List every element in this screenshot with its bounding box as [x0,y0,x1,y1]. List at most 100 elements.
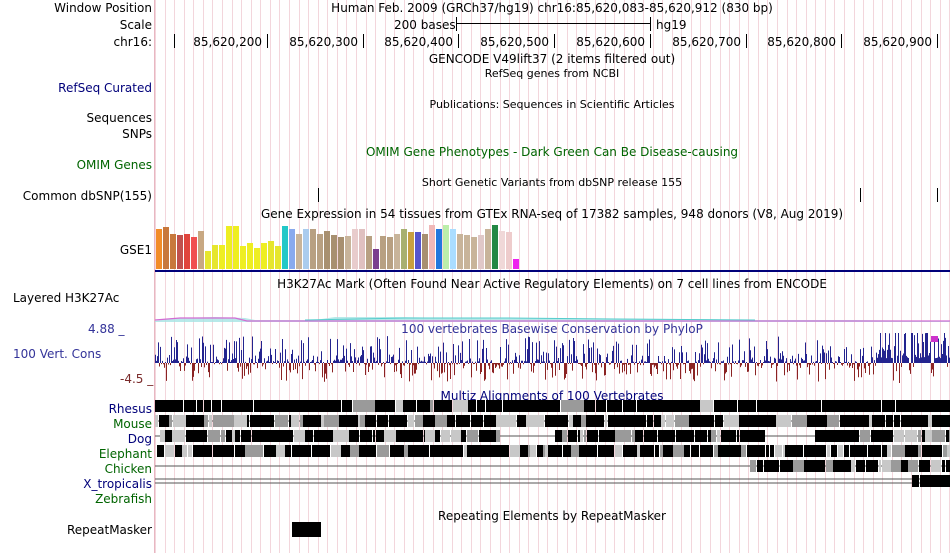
gtex-tissue-bar[interactable] [163,227,169,269]
multiz-species-label[interactable]: Elephant [98,447,152,461]
gtex-tissue-bar[interactable] [373,249,379,269]
gtex-tissue-bar[interactable] [177,235,183,269]
layered-h3k27ac-label[interactable]: Layered H3K27Ac [13,291,120,305]
omim-track-title[interactable]: OMIM Gene Phenotypes - Dark Green Can Be… [365,145,739,159]
gtex-tissue-bar[interactable] [275,246,281,269]
snp-mark[interactable] [860,188,861,202]
gtex-tissue-bar[interactable] [268,241,274,269]
refseq-curated-label[interactable]: RefSeq Curated [58,81,152,95]
multiz-species-label[interactable]: Mouse [113,417,152,431]
ruler-tick-label: 85,620,300 [289,35,358,49]
gtex-tissue-bar[interactable] [408,232,414,269]
alignment-block [520,445,528,457]
snp-mark[interactable] [318,188,319,202]
gtex-tissue-bar[interactable] [233,226,239,269]
alignment-block [473,415,475,427]
gtex-tissue-bar[interactable] [450,229,456,269]
ruler-tick-label: 85,620,200 [193,35,262,49]
gtex-tissue-bar[interactable] [380,236,386,269]
gtex-tissue-bar[interactable] [394,234,400,269]
gtex-tissue-bar[interactable] [282,226,288,269]
alignment-block [637,445,640,457]
repeatmasker-label[interactable]: RepeatMasker [66,523,152,537]
multiz-species-label[interactable]: X_tropicalis [83,477,152,491]
alignment-block [208,430,220,442]
multiz-species-label[interactable]: Dog [127,432,152,446]
refseq-track-title[interactable]: RefSeq genes from NCBI [484,67,620,80]
dbsnp-track-title[interactable]: Short Genetic Variants from dbSNP releas… [421,176,683,189]
phylop-wiggle[interactable] [155,330,950,384]
alignment-block [741,445,746,457]
gtex-tissue-bar[interactable] [478,235,484,269]
gtex-tissue-bar[interactable] [205,251,211,269]
snps-label[interactable]: SNPs [122,127,152,141]
alignment-block [844,445,849,457]
gtex-tissue-bar[interactable] [464,235,470,269]
gtex-tissue-bar[interactable] [303,229,309,269]
gtex-tissue-bar[interactable] [170,234,176,269]
alignment-block [339,415,348,427]
gtex-tissue-bar[interactable] [296,234,302,269]
gtex-tissue-bar[interactable] [513,259,519,269]
gtex-tissue-bar[interactable] [310,229,316,269]
vert-cons-label[interactable]: 100 Vert. Cons [13,347,102,361]
multiz-species-label[interactable]: Chicken [104,462,152,476]
gtex-tissue-bar[interactable] [156,229,162,269]
gtex-tissue-bar[interactable] [338,237,344,269]
gtex-tissue-bar[interactable] [317,234,323,269]
snp-mark[interactable] [937,188,938,202]
gse1-label[interactable]: GSE1 [119,243,152,257]
gtex-tissue-bar[interactable] [226,226,232,269]
multiz-track-title[interactable]: Multiz Alignments of 100 Vertebrates [440,389,664,403]
repeat-element[interactable] [292,522,321,537]
gtex-tissue-bar[interactable] [345,236,351,269]
omim-genes-label[interactable]: OMIM Genes [76,158,152,172]
gencode-track-title[interactable]: GENCODE V49lift37 (2 items filtered out) [428,52,676,66]
alignment-block [235,430,240,442]
gtex-tissue-bar[interactable] [387,237,393,269]
gtex-tissue-bar[interactable] [359,229,365,269]
gtex-tissue-bar[interactable] [457,234,463,269]
gtex-tissue-bar[interactable] [352,229,358,269]
gtex-tissue-bar[interactable] [261,243,267,269]
gtex-tissue-bar[interactable] [436,229,442,269]
gtex-tissue-bar[interactable] [429,225,435,269]
gtex-tissue-bar[interactable] [415,232,421,269]
gtex-tissue-bar[interactable] [254,248,260,269]
gtex-tissue-bar[interactable] [289,229,295,269]
alignment-block [464,445,467,457]
gtex-tissue-bar[interactable] [247,243,253,269]
gtex-tissue-bar[interactable] [485,229,491,269]
multiz-alignments[interactable] [155,400,950,496]
common-dbsnp-label[interactable]: Common dbSNP(155) [22,189,152,203]
gtex-tissue-bar[interactable] [506,232,512,269]
gtex-tissue-bar[interactable] [471,237,477,269]
gtex-tissue-bar[interactable] [366,236,372,269]
sequences-label[interactable]: Sequences [86,111,152,125]
repeatmasker-track-title[interactable]: Repeating Elements by RepeatMasker [438,509,666,523]
alignment-block [261,415,274,427]
gtex-tissue-bar[interactable] [499,231,505,269]
gtex-tissue-bar[interactable] [219,245,225,269]
gtex-tissue-bar[interactable] [198,231,204,269]
gtex-tissue-bar[interactable] [422,234,428,269]
gtex-tissue-bar[interactable] [184,234,190,269]
gtex-tissue-bar[interactable] [443,225,449,269]
gtex-tissue-bar[interactable] [191,237,197,269]
gtex-tissue-bar[interactable] [401,229,407,269]
gtex-track-title[interactable]: Gene Expression in 54 tissues from GTEx … [260,207,844,221]
alignment-block [723,445,729,457]
phylop-track-title[interactable]: 100 vertebrates Basewise Conservation by… [401,322,703,336]
multiz-species-label[interactable]: Rhesus [108,402,152,416]
gtex-tissue-bar[interactable] [331,235,337,269]
alignment-block [390,445,396,457]
publications-track-title[interactable]: Publications: Sequences in Scientific Ar… [429,98,675,111]
gtex-tissue-bar[interactable] [324,231,330,269]
h3k27ac-track-title[interactable]: H3K27Ac Mark (Often Found Near Active Re… [277,277,827,291]
multiz-species-label[interactable]: Zebrafish [95,492,152,506]
gtex-tissue-bar[interactable] [492,225,498,269]
alignment-block [666,415,674,427]
gtex-tissue-bar[interactable] [212,245,218,269]
gtex-tissue-bar[interactable] [240,246,246,269]
grid-line [787,0,788,553]
